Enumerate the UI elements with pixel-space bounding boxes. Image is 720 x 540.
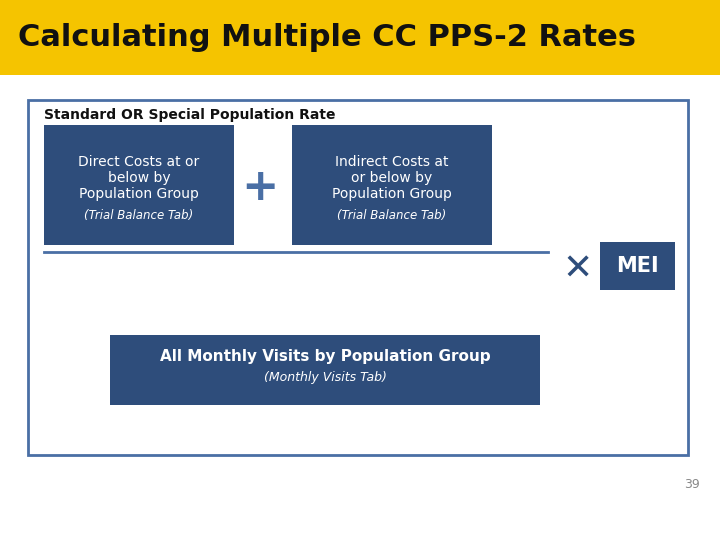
Text: below by: below by [108, 171, 171, 185]
Text: ✕: ✕ [563, 253, 593, 287]
Text: +: + [241, 165, 279, 208]
Text: 39: 39 [684, 478, 700, 491]
Text: Direct Costs at or: Direct Costs at or [78, 155, 199, 169]
FancyBboxPatch shape [110, 335, 540, 405]
Text: Calculating Multiple CC PPS-2 Rates: Calculating Multiple CC PPS-2 Rates [18, 24, 636, 52]
Text: or below by: or below by [351, 171, 433, 185]
Text: (Trial Balance Tab): (Trial Balance Tab) [84, 208, 194, 221]
Text: (Monthly Visits Tab): (Monthly Visits Tab) [264, 372, 387, 384]
Text: Indirect Costs at: Indirect Costs at [336, 155, 449, 169]
Text: All Monthly Visits by Population Group: All Monthly Visits by Population Group [160, 349, 490, 364]
FancyBboxPatch shape [28, 100, 688, 455]
FancyBboxPatch shape [292, 125, 492, 245]
Text: MEI: MEI [616, 256, 658, 276]
Text: Standard OR Special Population Rate: Standard OR Special Population Rate [44, 108, 336, 122]
Text: (Trial Balance Tab): (Trial Balance Tab) [338, 208, 446, 221]
FancyBboxPatch shape [0, 0, 720, 75]
FancyBboxPatch shape [600, 242, 675, 290]
Text: Population Group: Population Group [332, 187, 452, 201]
FancyBboxPatch shape [44, 125, 234, 245]
Text: Population Group: Population Group [79, 187, 199, 201]
